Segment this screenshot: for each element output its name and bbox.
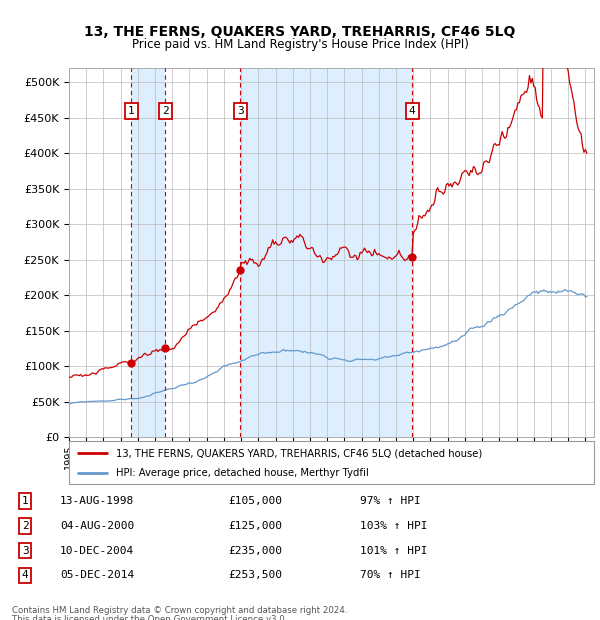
Text: Price paid vs. HM Land Registry's House Price Index (HPI): Price paid vs. HM Land Registry's House … <box>131 38 469 51</box>
FancyBboxPatch shape <box>69 441 594 484</box>
Text: 13, THE FERNS, QUAKERS YARD, TREHARRIS, CF46 5LQ: 13, THE FERNS, QUAKERS YARD, TREHARRIS, … <box>85 25 515 39</box>
Text: 3: 3 <box>237 105 244 115</box>
Text: 3: 3 <box>22 546 29 556</box>
Text: 97% ↑ HPI: 97% ↑ HPI <box>360 496 421 506</box>
Text: 10-DEC-2004: 10-DEC-2004 <box>60 546 134 556</box>
Text: £125,000: £125,000 <box>228 521 282 531</box>
Text: 4: 4 <box>409 105 415 115</box>
Text: HPI: Average price, detached house, Merthyr Tydfil: HPI: Average price, detached house, Mert… <box>116 467 369 477</box>
Text: This data is licensed under the Open Government Licence v3.0.: This data is licensed under the Open Gov… <box>12 615 287 620</box>
Bar <box>240 68 412 437</box>
Text: 05-DEC-2014: 05-DEC-2014 <box>60 570 134 580</box>
Text: £235,000: £235,000 <box>228 546 282 556</box>
Text: 2: 2 <box>22 521 29 531</box>
Text: £105,000: £105,000 <box>228 496 282 506</box>
Text: 2: 2 <box>162 105 169 115</box>
Text: 4: 4 <box>22 570 29 580</box>
Text: 103% ↑ HPI: 103% ↑ HPI <box>360 521 427 531</box>
Text: 70% ↑ HPI: 70% ↑ HPI <box>360 570 421 580</box>
Bar <box>131 68 165 437</box>
Text: Contains HM Land Registry data © Crown copyright and database right 2024.: Contains HM Land Registry data © Crown c… <box>12 606 347 616</box>
Text: 1: 1 <box>22 496 29 506</box>
Text: £253,500: £253,500 <box>228 570 282 580</box>
Text: 13-AUG-1998: 13-AUG-1998 <box>60 496 134 506</box>
Text: 101% ↑ HPI: 101% ↑ HPI <box>360 546 427 556</box>
Text: 1: 1 <box>128 105 134 115</box>
Text: 13, THE FERNS, QUAKERS YARD, TREHARRIS, CF46 5LQ (detached house): 13, THE FERNS, QUAKERS YARD, TREHARRIS, … <box>116 448 482 458</box>
Text: 04-AUG-2000: 04-AUG-2000 <box>60 521 134 531</box>
